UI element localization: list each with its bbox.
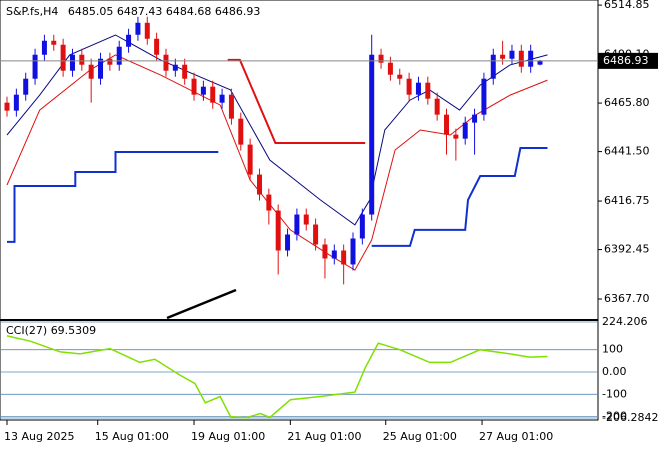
- candle-body: [154, 38, 160, 55]
- candle-body: [397, 74, 403, 79]
- y-tick-label: 6514.85: [604, 0, 650, 11]
- candle-body: [51, 40, 57, 45]
- x-tick-label: 27 Aug 01:00: [479, 430, 553, 443]
- candle-body: [182, 64, 188, 79]
- candle-body: [537, 60, 543, 65]
- candle-body: [210, 86, 216, 103]
- candle-body: [144, 22, 150, 39]
- candle-body: [200, 86, 206, 95]
- candle-body: [41, 40, 47, 55]
- x-tick-label: 13 Aug 2025: [4, 430, 74, 443]
- candle-body: [406, 78, 412, 95]
- candle-body: [294, 214, 300, 235]
- candle-body: [500, 54, 506, 59]
- price-box: [598, 52, 658, 69]
- candle-body: [126, 34, 132, 47]
- y-tick-label: 0.00: [602, 365, 627, 378]
- candle-body: [285, 234, 291, 251]
- candle-body: [116, 46, 122, 65]
- candle-body: [331, 250, 337, 259]
- trend-line: [166, 288, 237, 320]
- candle-body: [98, 58, 104, 79]
- candle-body: [341, 250, 347, 265]
- candle-body: [472, 114, 478, 123]
- candle-body: [266, 194, 272, 211]
- candle-body: [32, 54, 38, 79]
- x-tick-label: 25 Aug 01:00: [383, 430, 457, 443]
- candle-body: [79, 54, 85, 65]
- candle-body: [415, 82, 421, 95]
- y-tick-label: -206.2842: [602, 411, 658, 424]
- chart-title: S&P.fs,H4 6485.05 6487.43 6484.68 6486.9…: [6, 5, 260, 18]
- candle-body: [350, 238, 356, 265]
- candle-body: [60, 44, 66, 71]
- plot-frame: [0, 0, 599, 421]
- candle-body: [135, 22, 141, 35]
- candle-body: [172, 64, 178, 71]
- candle-body: [303, 214, 309, 225]
- x-tick-label: 19 Aug 01:00: [191, 430, 265, 443]
- candle-body: [453, 134, 459, 139]
- x-tick-label: 21 Aug 01:00: [287, 430, 361, 443]
- candle-body: [23, 78, 29, 95]
- candle-body: [163, 54, 169, 71]
- y-tick-label: 100: [602, 343, 623, 356]
- candle-body: [228, 94, 234, 119]
- candle-body: [313, 224, 319, 245]
- candle-body: [434, 98, 440, 115]
- candle-body: [107, 58, 113, 65]
- candle-body: [238, 118, 244, 145]
- candle-body: [275, 210, 281, 251]
- y-tick-label: -100: [602, 387, 627, 400]
- candle-body: [378, 54, 384, 63]
- candle-body: [387, 62, 393, 75]
- candle-body: [13, 94, 19, 111]
- candle-body: [425, 82, 431, 99]
- indicator-line: [6, 34, 548, 226]
- candle-body: [256, 174, 262, 195]
- y-tick-label: 6392.45: [604, 243, 650, 256]
- indicator-title: CCI(27) 69.5309: [6, 324, 96, 337]
- cci-line: [6, 335, 548, 419]
- candle-body: [481, 78, 487, 115]
- candle-body: [444, 114, 450, 135]
- candle-body: [490, 54, 496, 79]
- candle-body: [4, 102, 10, 111]
- indicator-line: [6, 54, 548, 271]
- y-tick-label: 6441.50: [604, 145, 650, 158]
- candle-body: [69, 54, 75, 71]
- candle-body: [369, 54, 375, 215]
- candle-body: [518, 50, 524, 67]
- indicator-line: [227, 58, 366, 144]
- candle-body: [219, 94, 225, 103]
- y-tick-label: 6416.75: [604, 194, 650, 207]
- y-tick-label: -200: [602, 410, 627, 423]
- candle-body: [509, 50, 515, 59]
- y-tick-label: 6465.80: [604, 96, 650, 109]
- indicator-line: [7, 147, 548, 247]
- candle-body: [88, 64, 94, 79]
- price-label: 6486.93: [603, 54, 649, 67]
- candle-body: [462, 122, 468, 139]
- x-tick-label: 15 Aug 01:00: [95, 430, 169, 443]
- candle-body: [528, 50, 534, 67]
- candle-body: [359, 214, 365, 239]
- y-tick-label: 224.206: [602, 315, 648, 328]
- candle-body: [247, 144, 253, 175]
- candle-body: [191, 78, 197, 95]
- y-tick-label: 6367.70: [604, 292, 650, 305]
- candle-body: [322, 244, 328, 259]
